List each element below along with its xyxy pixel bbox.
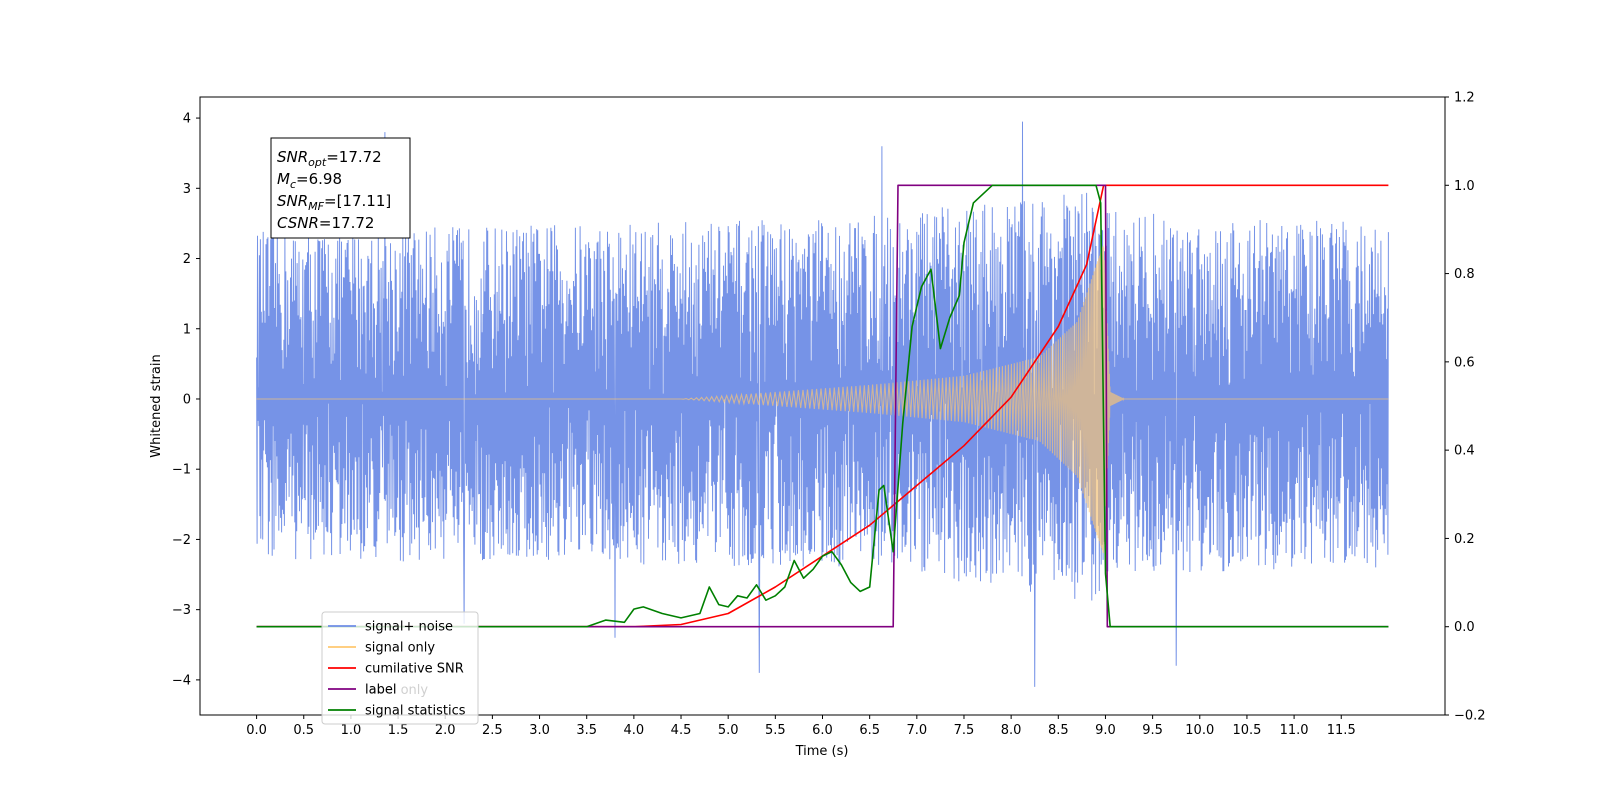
x-tick-label: 4.0: [624, 723, 645, 738]
legend-frame: [321, 611, 479, 725]
legend: label only signal+ noise signal only cumila…: [321, 611, 479, 725]
y-right-tick-label: 0.6: [1454, 355, 1475, 370]
y-left-tick-label: 2: [183, 252, 191, 267]
x-tick-label: 11.5: [1327, 723, 1356, 738]
series-signal-only: [256, 245, 1389, 554]
y-right-tick-label: −0.2: [1454, 709, 1486, 724]
y-right-tick-label: 0.4: [1454, 444, 1475, 459]
annotation-frame: [270, 137, 411, 239]
x-tick-label: 1.5: [388, 723, 409, 738]
legend-entry: signal statistics: [365, 704, 466, 719]
y-left-tick-label: −2: [172, 533, 191, 548]
y-left-tick-label: −4: [172, 673, 191, 688]
y-right-tick-label: 0.2: [1454, 532, 1475, 547]
legend-entry: signal only: [365, 641, 435, 656]
y-right-tick-label: 0.8: [1454, 267, 1475, 282]
legend-entry: label: [365, 683, 396, 698]
plot-area: [256, 121, 1389, 687]
x-tick-label: 3.5: [576, 723, 597, 738]
y-left-tick-label: 4: [183, 112, 191, 127]
y-right-tick-label: 1.0: [1454, 179, 1475, 194]
legend-ghost-text: label only: [365, 683, 428, 698]
y-axis-left-label: Whitened strain: [149, 354, 164, 457]
y-axis-left: 4 3 2 1 0 −1 −2 −3 −4: [172, 112, 200, 688]
y-left-tick-label: 3: [183, 182, 191, 197]
series-signal-noise: [256, 121, 1389, 687]
legend-entry: cumilative SNR: [365, 662, 464, 677]
series-signal-statistics: [256, 184, 1389, 628]
x-axis: 0.0 0.5 1.0 1.5 2.0 2.5 3.0 3.5 4.0 4.5 5.0 5.5 6.0 6…: [246, 715, 1356, 738]
x-tick-label: 9.0: [1095, 723, 1116, 738]
x-tick-label: 2.5: [482, 723, 503, 738]
x-tick-label: 1.0: [341, 723, 362, 738]
y-left-tick-label: −3: [172, 603, 191, 618]
legend-entry: signal+ noise: [365, 620, 453, 635]
x-tick-label: 10.0: [1185, 723, 1214, 738]
annotation-line: CSNR=17.72: [277, 214, 374, 232]
x-tick-label: 7.0: [906, 723, 927, 738]
x-tick-label: 0.0: [246, 723, 267, 738]
annotation-line: Mc=6.98: [277, 170, 342, 191]
x-tick-label: 5.0: [718, 723, 739, 738]
x-tick-label: 8.0: [1001, 723, 1022, 738]
x-tick-label: 0.5: [293, 723, 314, 738]
series-cumulative-snr: [256, 184, 1389, 628]
x-axis-label: Time (s): [795, 744, 849, 759]
annotation-line: SNRopt=17.72: [277, 148, 382, 169]
y-right-tick-label: 0.0: [1454, 620, 1475, 635]
annotation-box: SNRopt=17.72Mc=6.98SNRMF=[17.11]CSNR=17.…: [270, 137, 411, 239]
x-tick-label: 6.0: [812, 723, 833, 738]
x-tick-label: 3.0: [529, 723, 550, 738]
y-left-tick-label: 0: [183, 392, 191, 407]
y-right-tick-label: 1.2: [1454, 91, 1475, 106]
y-left-tick-label: 1: [183, 322, 191, 337]
x-tick-label: 5.5: [765, 723, 786, 738]
x-tick-label: 7.5: [954, 723, 975, 738]
y-left-tick-label: −1: [172, 463, 191, 478]
annotation-line: SNRMF=[17.11]: [277, 192, 391, 213]
x-tick-label: 8.5: [1048, 723, 1069, 738]
y-axis-right: 1.2 1.0 0.8 0.6 0.4 0.2 0.0 −0.2: [1445, 91, 1486, 724]
x-tick-label: 9.5: [1142, 723, 1163, 738]
x-tick-label: 6.5: [859, 723, 880, 738]
x-tick-label: 10.5: [1232, 723, 1261, 738]
x-tick-label: 2.0: [435, 723, 456, 738]
x-tick-label: 4.5: [671, 723, 692, 738]
x-tick-label: 11.0: [1280, 723, 1309, 738]
